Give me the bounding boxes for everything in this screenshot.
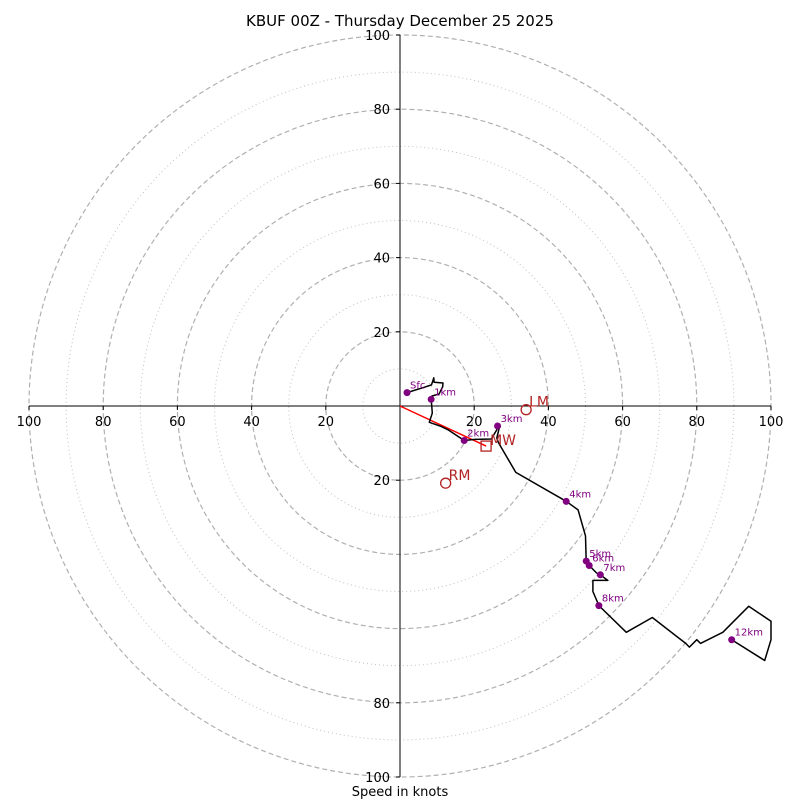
height-marker-12km: [728, 636, 736, 644]
x-tick-label: 100: [17, 415, 42, 430]
x-tick-label: 20: [466, 415, 483, 430]
mean-wind-marker: [480, 440, 492, 452]
x-tick-label: 40: [243, 415, 260, 430]
height-label-1km: 1km: [434, 387, 456, 398]
wind-trace-layer: [399, 377, 772, 662]
y-tick-label: 100: [365, 771, 390, 786]
height-label-6km: 6km: [592, 554, 614, 565]
x-tick-label: 60: [614, 415, 631, 430]
height-marker-3km: [494, 422, 502, 430]
x-tick-label: 40: [540, 415, 557, 430]
x-axis-label: Speed in knots: [352, 785, 449, 800]
height-marker-7km: [596, 571, 604, 579]
y-tick-label: 20: [373, 474, 390, 489]
right-mover-marker: [439, 477, 452, 489]
height-label-3km: 3km: [501, 414, 523, 425]
mean-wind-label: MW: [490, 433, 516, 449]
y-tick-label: 60: [373, 177, 390, 192]
y-tick-label: 20: [373, 326, 390, 341]
left-mover-marker: [520, 404, 532, 416]
height-marker-8km: [595, 602, 603, 610]
tick-labels: 100 80 60 40 20 20 40 60 80 100 100 80 60 40 20 20 80 100: [17, 29, 784, 786]
height-label-7km: 7km: [603, 563, 625, 574]
height-label-Sfc: Sfc: [410, 381, 425, 392]
x-tick-label: 80: [689, 415, 706, 430]
x-tick-label: 60: [169, 415, 186, 430]
height-marker-1km: [427, 395, 435, 403]
wind-trace: [406, 377, 772, 662]
y-tick-label: 100: [365, 29, 390, 44]
height-label-8km: 8km: [602, 594, 624, 605]
height-marker-2km: [460, 437, 468, 445]
height-marker-Sfc: [403, 389, 411, 397]
chart-title: KBUF 00Z - Thursday December 25 2025: [246, 12, 554, 30]
right-mover-label: RM: [449, 468, 471, 484]
y-tick-label: 80: [373, 697, 390, 712]
x-tick-label: 20: [318, 415, 335, 430]
height-label-12km: 12km: [735, 628, 763, 639]
y-tick-label: 80: [373, 103, 390, 118]
x-tick-label: 80: [95, 415, 112, 430]
y-tick-label: 40: [373, 252, 390, 267]
height-label-2km: 2km: [467, 429, 489, 440]
height-label-5km: 5km: [589, 549, 611, 560]
height-marker-6km: [585, 562, 593, 570]
x-tick-label: 100: [759, 415, 784, 430]
height-marker-4km: [562, 497, 570, 505]
left-mover-label: LM: [529, 395, 549, 411]
height-label-4km: 4km: [569, 489, 591, 500]
storm-motion-markers: MW LM RM: [439, 395, 549, 489]
